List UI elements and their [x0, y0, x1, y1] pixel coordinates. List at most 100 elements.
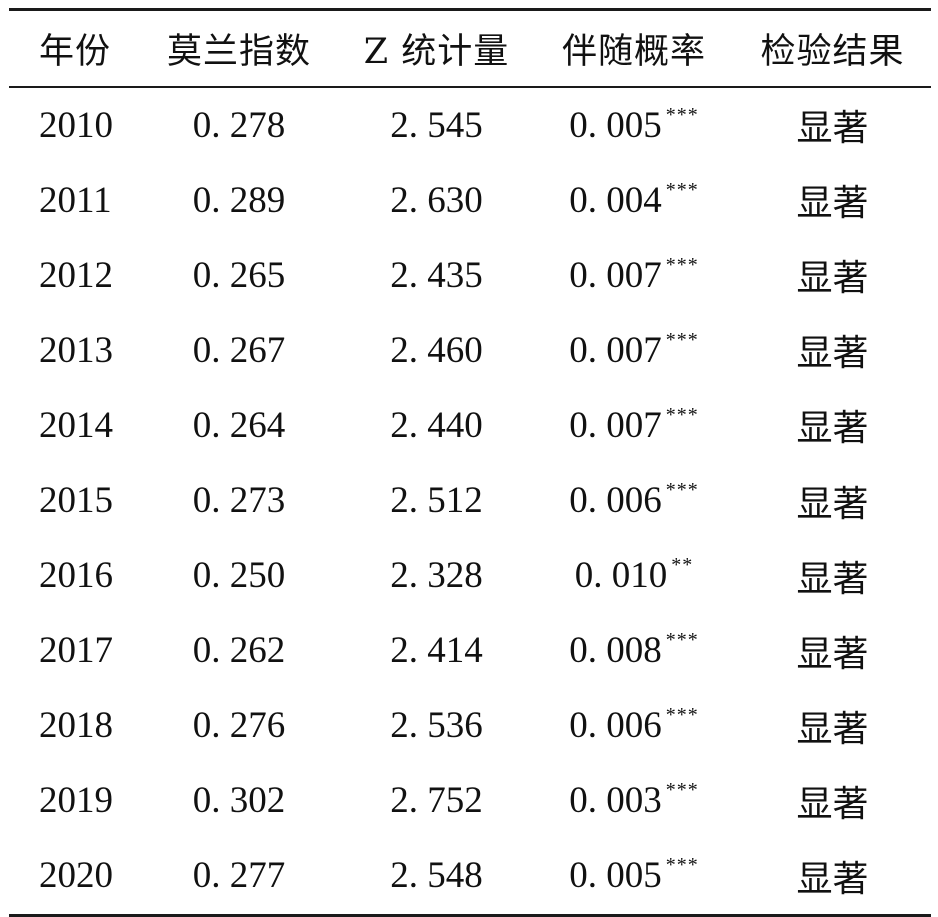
cell-test-result: 显著 — [734, 463, 931, 538]
cell-year-text: 2010 — [39, 104, 113, 146]
cell-p-value: 0. 006 *** — [534, 463, 734, 538]
cell-z-statistic-text: 2. 440 — [390, 404, 483, 446]
cell-year: 2016 — [9, 538, 139, 613]
cell-moran-index-text: 0. 265 — [192, 254, 286, 296]
cell-z-statistic: 2. 435 — [339, 238, 534, 313]
significance-stars: *** — [665, 779, 699, 802]
cell-z-statistic-text: 2. 328 — [390, 555, 483, 597]
table-row: 2010 0. 278 2. 545 0. 005 *** 显著 — [9, 88, 931, 163]
cell-z-statistic-text: 2. 536 — [390, 705, 483, 747]
cell-z-statistic-text: 2. 630 — [390, 179, 483, 221]
table-row: 2015 0. 273 2. 512 0. 006 *** 显著 — [9, 463, 931, 538]
cell-moran-index: 0. 277 — [139, 838, 339, 913]
cell-p-value-text: 0. 006 — [569, 480, 662, 522]
cell-test-result-text: 显著 — [796, 258, 869, 300]
cell-moran-index: 0. 250 — [139, 538, 339, 613]
cell-moran-index-text: 0. 302 — [192, 780, 286, 822]
table-row: 2018 0. 276 2. 536 0. 006 *** 显著 — [9, 688, 931, 763]
cell-test-result: 显著 — [734, 88, 931, 163]
cell-p-value-text: 0. 007 — [569, 254, 662, 296]
table-row: 2019 0. 302 2. 752 0. 003 *** 显著 — [9, 763, 931, 838]
cell-moran-index-text: 0. 278 — [192, 104, 286, 146]
table-body: 年份 莫兰指数 Z 统计量 伴随概率 检验结果 — [9, 11, 931, 86]
header-test-result: 检验结果 — [760, 32, 905, 72]
significance-stars: ** — [671, 554, 694, 577]
cell-year: 2013 — [9, 313, 139, 388]
cell-z-statistic-text: 2. 512 — [390, 480, 483, 522]
cell-moran-index: 0. 267 — [139, 313, 339, 388]
cell-test-result-text: 显著 — [796, 858, 869, 900]
cell-moran-index: 0. 264 — [139, 388, 339, 463]
cell-test-result-text: 显著 — [796, 183, 869, 225]
cell-moran-index-text: 0. 276 — [192, 705, 286, 747]
cell-z-statistic: 2. 440 — [339, 388, 534, 463]
cell-year-text: 2015 — [39, 480, 113, 522]
cell-p-value: 0. 003 *** — [534, 763, 734, 838]
cell-test-result: 显著 — [734, 838, 931, 913]
cell-p-value: 0. 010 ** — [534, 538, 734, 613]
cell-test-result-text: 显著 — [796, 708, 869, 750]
cell-z-statistic-text: 2. 752 — [390, 780, 483, 822]
cell-z-statistic: 2. 630 — [339, 163, 534, 238]
table-data: 2010 0. 278 2. 545 0. 005 *** 显著 2011 0. 289 2. … — [9, 88, 931, 914]
cell-year-text: 2017 — [39, 630, 113, 672]
cell-test-result-text: 显著 — [796, 633, 869, 675]
cell-test-result: 显著 — [734, 163, 931, 238]
cell-moran-index: 0. 265 — [139, 238, 339, 313]
cell-moran-index-text: 0. 273 — [192, 480, 286, 522]
cell-z-statistic: 2. 536 — [339, 688, 534, 763]
cell-p-value-text: 0. 008 — [569, 630, 662, 672]
table-row: 2013 0. 267 2. 460 0. 007 *** 显著 — [9, 313, 931, 388]
cell-year-text: 2018 — [39, 705, 113, 747]
cell-year-text: 2012 — [39, 254, 113, 296]
cell-p-value: 0. 008 *** — [534, 613, 734, 688]
cell-z-statistic: 2. 545 — [339, 88, 534, 163]
cell-p-value: 0. 005 *** — [534, 88, 734, 163]
cell-p-value-text: 0. 005 — [569, 104, 662, 146]
table-row: 2014 0. 264 2. 440 0. 007 *** 显著 — [9, 388, 931, 463]
cell-p-value: 0. 007 *** — [534, 313, 734, 388]
header-p-value: 伴随概率 — [561, 32, 706, 72]
cell-year-text: 2016 — [39, 555, 113, 597]
cell-moran-index-text: 0. 267 — [192, 329, 286, 371]
significance-stars: *** — [665, 403, 699, 426]
cell-year: 2010 — [9, 88, 139, 163]
cell-moran-index-text: 0. 277 — [192, 855, 286, 897]
cell-moran-index: 0. 262 — [139, 613, 339, 688]
cell-p-value: 0. 004 *** — [534, 163, 734, 238]
cell-p-value: 0. 005 *** — [534, 838, 734, 913]
cell-year-text: 2014 — [39, 404, 113, 446]
cell-year: 2015 — [9, 463, 139, 538]
cell-p-value: 0. 007 *** — [534, 238, 734, 313]
cell-z-statistic-text: 2. 435 — [390, 254, 483, 296]
table-header-row: 年份 莫兰指数 Z 统计量 伴随概率 检验结果 — [9, 11, 931, 86]
cell-p-value-text: 0. 006 — [569, 705, 662, 747]
cell-year: 2017 — [9, 613, 139, 688]
cell-z-statistic: 2. 548 — [339, 838, 534, 913]
table-row: 2017 0. 262 2. 414 0. 008 *** 显著 — [9, 613, 931, 688]
header-year: 年份 — [39, 32, 112, 72]
cell-test-result-text: 显著 — [796, 108, 869, 150]
table-bottom-rule — [9, 913, 931, 917]
cell-p-value: 0. 006 *** — [534, 688, 734, 763]
table-top-rule — [9, 8, 931, 11]
cell-moran-index: 0. 289 — [139, 163, 339, 238]
cell-z-statistic: 2. 328 — [339, 538, 534, 613]
cell-year: 2019 — [9, 763, 139, 838]
cell-z-statistic: 2. 752 — [339, 763, 534, 838]
cell-year: 2018 — [9, 688, 139, 763]
table-row: 2020 0. 277 2. 548 0. 005 *** 显著 — [9, 838, 931, 913]
significance-stars: *** — [665, 479, 699, 502]
cell-z-statistic: 2. 460 — [339, 313, 534, 388]
cell-p-value-text: 0. 003 — [569, 780, 662, 822]
cell-test-result-text: 显著 — [796, 558, 869, 600]
cell-p-value-text: 0. 005 — [569, 855, 662, 897]
header-z-statistic: Z 统计量 — [363, 32, 510, 72]
table-row: 2011 0. 289 2. 630 0. 004 *** 显著 — [9, 163, 931, 238]
cell-moran-index-text: 0. 262 — [192, 630, 286, 672]
cell-year: 2012 — [9, 238, 139, 313]
significance-stars: *** — [665, 854, 699, 877]
significance-stars: *** — [665, 704, 699, 727]
cell-p-value-text: 0. 004 — [569, 179, 662, 221]
cell-test-result: 显著 — [734, 388, 931, 463]
